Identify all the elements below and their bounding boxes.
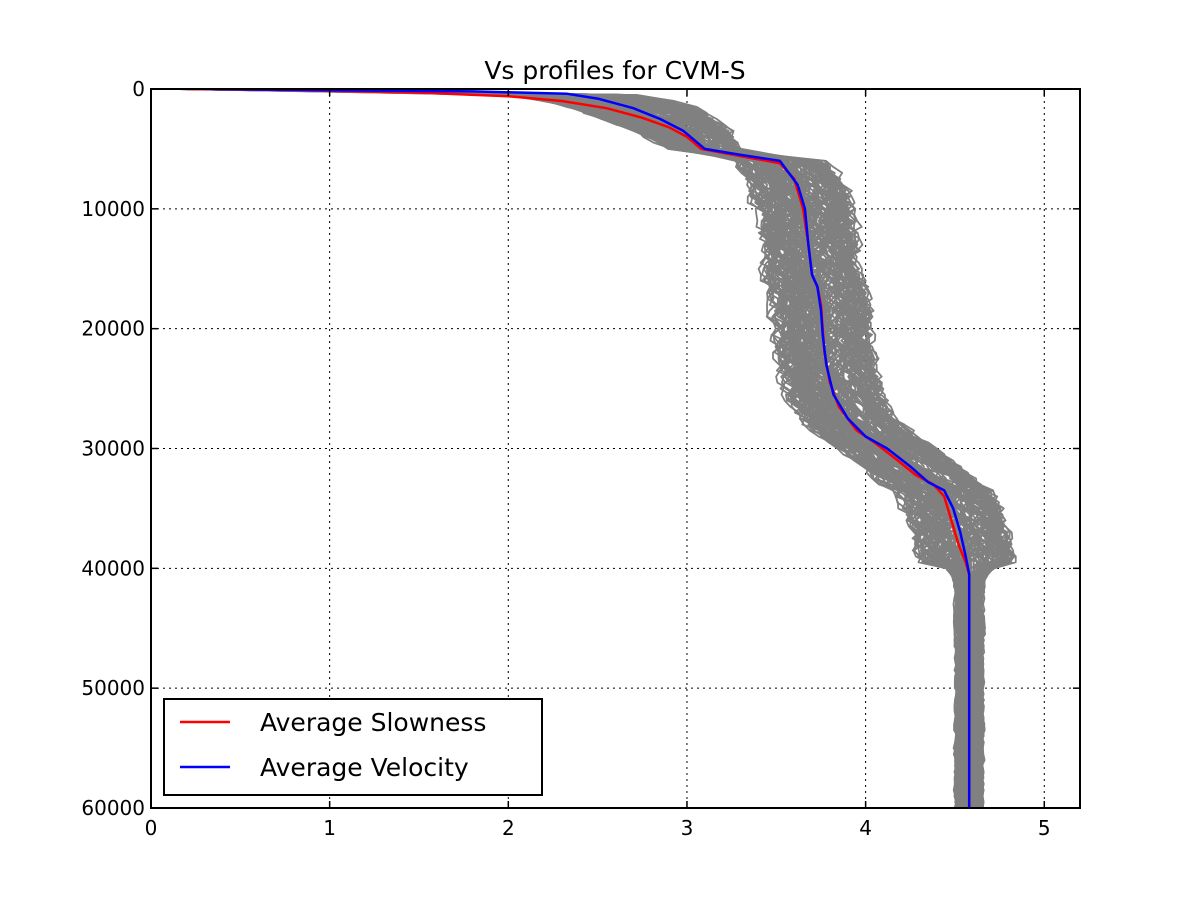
vs-profile-line xyxy=(184,89,1009,808)
vs-profile-line xyxy=(238,89,962,808)
plot-area xyxy=(168,89,1017,808)
legend: Average Slowness Average Velocity xyxy=(163,698,543,796)
chart-title: Vs profiles for CVM-S xyxy=(484,56,745,85)
legend-label: Average Slowness xyxy=(260,708,486,737)
legend-label: Average Velocity xyxy=(260,753,469,782)
x-tick-label: 2 xyxy=(502,816,515,840)
y-tick-label: 20000 xyxy=(81,317,145,341)
vs-profile-line xyxy=(227,89,989,808)
x-tick-label: 5 xyxy=(1038,816,1051,840)
vs-profile-line xyxy=(200,89,968,808)
y-tick-label: 60000 xyxy=(81,796,145,820)
y-tick-label: 0 xyxy=(132,77,145,101)
vs-profiles xyxy=(168,89,1017,808)
y-tick-label: 40000 xyxy=(81,556,145,580)
vs-profile-line xyxy=(255,89,996,808)
y-tick-label: 50000 xyxy=(81,676,145,700)
vs-profile-line xyxy=(235,89,1009,808)
axis-ticks: 0 1 2 3 4 5 0 10000 20000 30000 40000 50000 60000 xyxy=(81,77,1080,840)
x-tick-label: 0 xyxy=(145,816,158,840)
x-tick-label: 1 xyxy=(323,816,336,840)
y-tick-label: 30000 xyxy=(81,437,145,461)
average-lines xyxy=(186,89,971,808)
y-tick-label: 10000 xyxy=(81,197,145,221)
vs-profile-line xyxy=(213,89,1002,808)
average-velocity-line xyxy=(204,89,971,808)
vs-profile-line xyxy=(240,89,971,808)
legend-box xyxy=(163,698,543,796)
x-tick-label: 4 xyxy=(859,816,872,840)
x-tick-label: 3 xyxy=(681,816,694,840)
vs-profile-line xyxy=(192,89,965,808)
